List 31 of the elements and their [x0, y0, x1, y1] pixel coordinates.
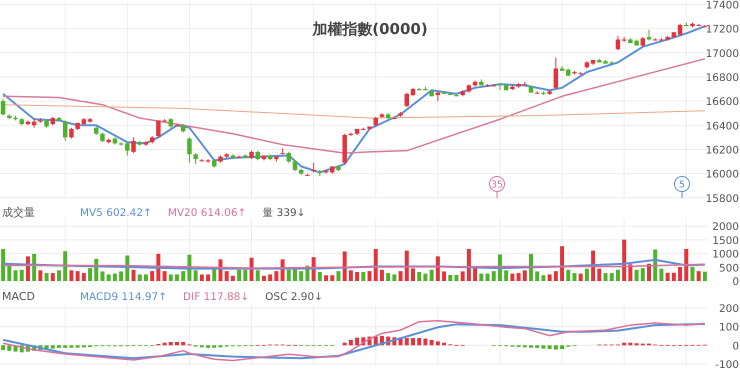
annotation: MACD9 114.97↑	[80, 291, 168, 303]
ytick: 15800	[706, 192, 739, 205]
marker-note: 35	[489, 176, 505, 198]
ytick: 16800	[706, 72, 739, 84]
ytick: 16200	[706, 144, 739, 156]
annotation: 量 339↓	[262, 207, 306, 219]
ytick: 1500	[712, 234, 739, 247]
ytick: 16000	[706, 168, 739, 181]
ytick: 16400	[706, 120, 739, 132]
ytick: -100	[715, 358, 739, 369]
title: 加權指數(0000)	[312, 20, 428, 38]
ytick: 500	[718, 262, 739, 274]
ytick: 200	[718, 303, 739, 316]
ytick: 17000	[706, 48, 739, 60]
title: MACD	[2, 290, 35, 303]
ytick: 0	[732, 340, 739, 352]
ytick: 1000	[712, 248, 739, 261]
annotation: MV5 602.42↑	[80, 207, 152, 219]
annotation: OSC 2.90↓	[265, 291, 323, 303]
ytick: 2000	[712, 221, 739, 234]
annotation: 35	[490, 180, 504, 190]
marker-note: 5	[674, 176, 690, 198]
title: 成交量	[2, 206, 35, 219]
ytick: 17400	[706, 0, 739, 12]
ytick: 100	[718, 322, 739, 334]
annotation: MV20 614.06↑	[168, 207, 246, 219]
ytick: 16600	[706, 96, 739, 108]
ytick: 0	[732, 276, 739, 288]
annotation: DIF 117.88↓	[183, 291, 250, 303]
ytick: 17200	[706, 24, 739, 36]
annotation: 5	[678, 180, 686, 190]
